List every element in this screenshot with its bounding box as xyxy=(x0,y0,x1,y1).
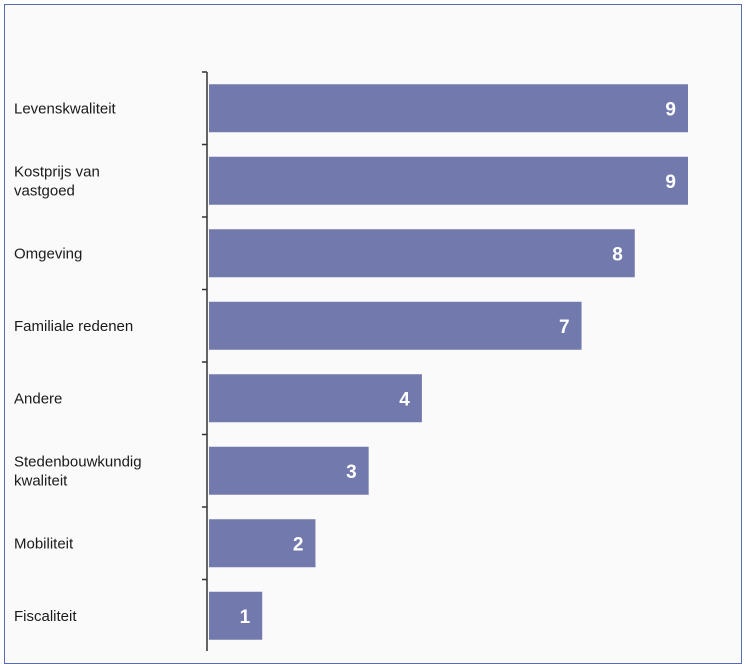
data-label-4: 7 xyxy=(559,317,570,338)
category-label-3: Omgeving xyxy=(14,245,82,262)
data-label-5: 4 xyxy=(399,389,410,410)
category-label-5: Andere xyxy=(14,390,62,407)
data-label-1: 9 xyxy=(665,99,676,120)
bar-6 xyxy=(209,446,369,495)
category-label-7: Mobiliteit xyxy=(14,535,74,552)
category-label-1: Levenskwaliteit xyxy=(14,100,117,117)
data-label-2: 9 xyxy=(665,172,676,193)
data-label-6: 3 xyxy=(346,462,357,483)
bar-4 xyxy=(209,301,582,350)
bar-7 xyxy=(209,519,316,568)
category-label-4: Familiale redenen xyxy=(14,318,133,335)
category-label-6: Stedenbouwkundig kwaliteit xyxy=(14,453,142,489)
bar-2 xyxy=(209,156,688,205)
category-label-8: Fiscaliteit xyxy=(14,608,77,625)
data-label-3: 8 xyxy=(612,244,623,265)
bar-1 xyxy=(209,84,688,133)
data-label-7: 2 xyxy=(293,534,304,555)
bar-8 xyxy=(209,591,263,640)
data-label-8: 1 xyxy=(240,607,251,628)
category-label-2: Kostprijs van vastgoed xyxy=(14,163,100,199)
bar-5 xyxy=(209,374,422,423)
bar-3 xyxy=(209,229,635,278)
